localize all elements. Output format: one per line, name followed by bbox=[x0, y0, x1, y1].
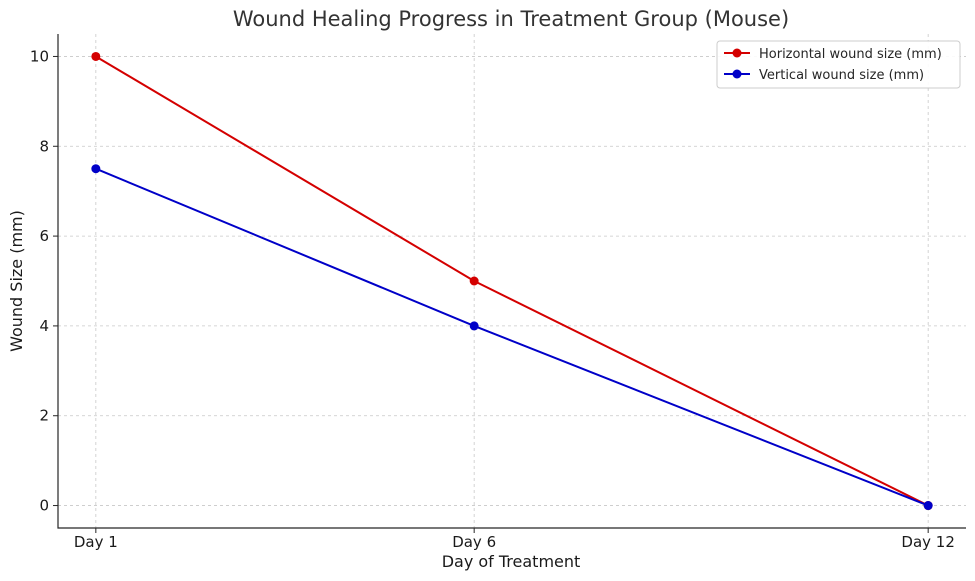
data-point bbox=[91, 164, 101, 174]
legend-label: Vertical wound size (mm) bbox=[759, 68, 924, 83]
y-tick-label: 4 bbox=[39, 317, 49, 335]
y-tick-label: 0 bbox=[39, 497, 49, 515]
x-tick-label: Day 6 bbox=[452, 533, 496, 551]
x-axis-ticks: Day 1 Day 6 Day 12 bbox=[74, 528, 955, 551]
y-tick-label: 2 bbox=[39, 407, 49, 425]
legend-box bbox=[716, 40, 961, 89]
grid-lines bbox=[58, 34, 966, 528]
legend-marker-swatch bbox=[732, 69, 742, 79]
legend-marker-swatch bbox=[732, 48, 742, 58]
x-axis-label: Day of Treatment bbox=[442, 552, 581, 571]
data-point bbox=[923, 501, 933, 511]
plot-frame bbox=[57, 34, 966, 529]
y-axis-ticks: 0 2 4 6 8 10 bbox=[30, 47, 58, 515]
x-tick-label: Day 12 bbox=[901, 533, 954, 551]
series-1 bbox=[91, 51, 933, 511]
legend-label: Horizontal wound size (mm) bbox=[759, 47, 942, 62]
data-point bbox=[469, 276, 479, 286]
data-point bbox=[469, 321, 479, 331]
legend-entry: Vertical wound size (mm) bbox=[724, 68, 924, 83]
chart-title: Wound Healing Progress in Treatment Grou… bbox=[233, 7, 789, 31]
legend-entry: Horizontal wound size (mm) bbox=[724, 47, 942, 62]
x-tick-label: Day 1 bbox=[74, 533, 118, 551]
series-2 bbox=[91, 164, 933, 511]
legend-items: Horizontal wound size (mm) Vertical wound… bbox=[724, 47, 942, 83]
series-line bbox=[95, 55, 929, 507]
series-line bbox=[95, 167, 929, 507]
y-axis-label: Wound Size (mm) bbox=[7, 210, 26, 352]
y-tick-label: 10 bbox=[30, 47, 49, 65]
y-tick-label: 8 bbox=[39, 137, 49, 155]
legend: Horizontal wound size (mm) Vertical wound… bbox=[716, 40, 961, 89]
y-tick-label: 6 bbox=[39, 227, 49, 245]
series-layer bbox=[91, 51, 933, 511]
data-point bbox=[91, 51, 101, 61]
